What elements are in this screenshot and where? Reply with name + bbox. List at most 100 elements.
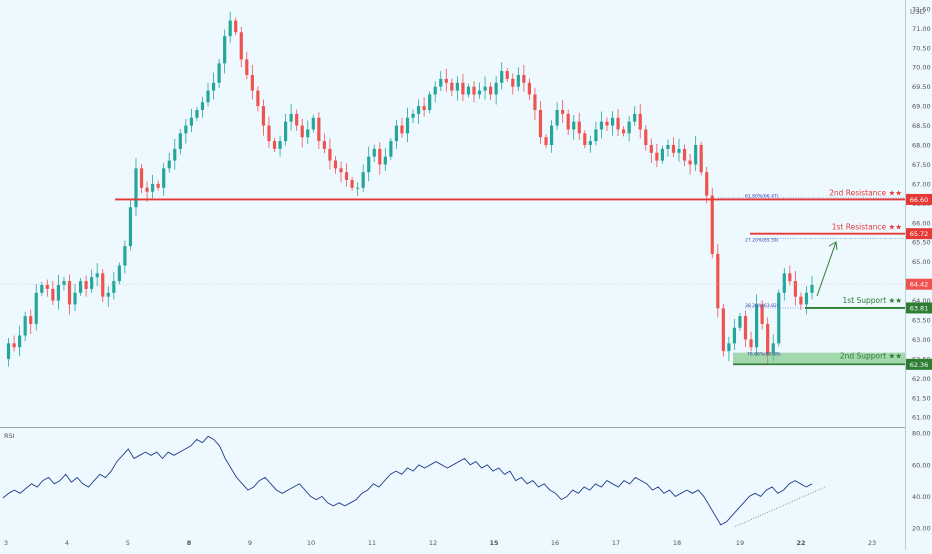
first-resistance-tag: 65.72 — [910, 230, 929, 238]
candle-body — [444, 78, 448, 83]
candle-body — [195, 110, 199, 118]
candle-body — [245, 59, 249, 75]
candle-body — [627, 121, 631, 134]
candle-body — [106, 292, 110, 297]
candle-body — [328, 148, 332, 161]
levels: 61.80%(66.47) 2nd Resistance ★★ 27.20%(65.… — [0, 188, 905, 366]
projection-arrow-shaft — [816, 241, 837, 297]
candle-body — [666, 145, 670, 149]
candle-body — [67, 281, 72, 305]
candle-body — [477, 90, 482, 95]
candle-body — [300, 125, 304, 138]
candle-body — [743, 316, 748, 340]
candle-body — [167, 160, 171, 169]
y-tick-label: 69.00 — [912, 103, 931, 111]
first-support-label: 1st Support ★★ — [843, 296, 903, 305]
second-resistance-tag-bg — [906, 193, 932, 205]
candle-body — [566, 113, 570, 130]
candle-body — [450, 82, 454, 91]
candle-body — [62, 281, 66, 285]
candle-body — [173, 148, 177, 161]
candle-body — [117, 265, 121, 282]
rsi-tick-label: 80.00 — [912, 430, 931, 438]
candle-body — [134, 168, 138, 208]
candle-body — [128, 207, 133, 247]
candle-body — [90, 277, 94, 289]
candle-body — [112, 281, 116, 293]
candle-body — [223, 36, 227, 64]
y-tick-label: 61.00 — [912, 414, 931, 422]
candle-body — [234, 20, 238, 33]
x-tick-label: 22 — [796, 539, 805, 547]
candle-body — [101, 273, 105, 297]
candle-body — [682, 148, 687, 161]
candle-body — [754, 304, 759, 348]
candle-body — [738, 316, 742, 328]
rsi-tick-label: 60.00 — [912, 461, 931, 469]
rsi-tick-label: 40.00 — [912, 493, 931, 501]
x-tick-label: 4 — [65, 539, 69, 547]
y-tick-label: 66.00 — [912, 219, 931, 227]
candle-body — [433, 86, 437, 95]
y-tick-label: 65.50 — [912, 239, 931, 247]
candle-body — [372, 148, 376, 157]
second-support-tag: 62.36 — [910, 361, 929, 369]
candle-body — [78, 281, 83, 293]
candle-body — [622, 129, 626, 134]
candle-body — [466, 86, 471, 95]
candle-body — [29, 316, 33, 324]
candle-body — [162, 168, 166, 188]
candle-body — [599, 121, 604, 130]
x-tick-label: 8 — [187, 539, 192, 547]
candle-body — [344, 172, 349, 180]
candle-body — [322, 141, 326, 149]
candle-body — [710, 195, 714, 254]
candle-body — [306, 129, 310, 138]
time-axis: 3 4 5 8 9 10 11 12 15 16 17 18 19 22 23 — [4, 539, 876, 547]
candle-body — [12, 343, 16, 348]
candle-body — [727, 343, 731, 352]
candle-body — [361, 172, 365, 188]
candle-body — [145, 187, 149, 192]
candle-body — [760, 304, 764, 324]
fib-272-label: 27.20%(65.59) — [745, 238, 779, 244]
candle-body — [472, 86, 476, 95]
candle-body — [766, 323, 770, 355]
candle-body — [278, 141, 282, 149]
candle-body — [439, 78, 443, 87]
candle-body — [189, 117, 193, 126]
candle-body — [123, 246, 127, 266]
candle-body — [200, 102, 205, 110]
candle-body — [771, 343, 775, 355]
candle-body — [671, 145, 676, 153]
candle-body — [549, 125, 554, 145]
candle-body — [505, 71, 509, 79]
candle-body — [178, 133, 182, 149]
candle-body — [416, 106, 421, 114]
first-resistance-label: 1st Resistance ★★ — [832, 223, 903, 232]
x-tick-label: 5 — [126, 539, 130, 547]
candle-body — [6, 343, 11, 359]
y-tick-label: 67.00 — [912, 180, 931, 188]
candle-body — [267, 125, 271, 142]
candle-body — [317, 117, 321, 142]
candle-body — [378, 148, 382, 165]
candle-body — [51, 288, 55, 301]
candle-body — [610, 117, 615, 126]
candle-body — [383, 156, 387, 165]
projection-arrow-head — [828, 241, 838, 251]
candle-body — [84, 281, 88, 289]
candle-body — [211, 82, 216, 91]
fib-786-label: 78.60%(62.39) — [747, 352, 781, 358]
candle-body — [151, 183, 155, 192]
currency-label: USD — [910, 8, 925, 16]
candle-body — [522, 75, 526, 83]
first-resistance-tag-bg — [906, 228, 932, 240]
candle-body — [782, 273, 786, 293]
candle-body — [633, 113, 637, 122]
y-tick-label: 70.50 — [912, 44, 931, 52]
second-support-label: 2nd Support ★★ — [840, 352, 902, 361]
candle-body — [250, 75, 254, 91]
